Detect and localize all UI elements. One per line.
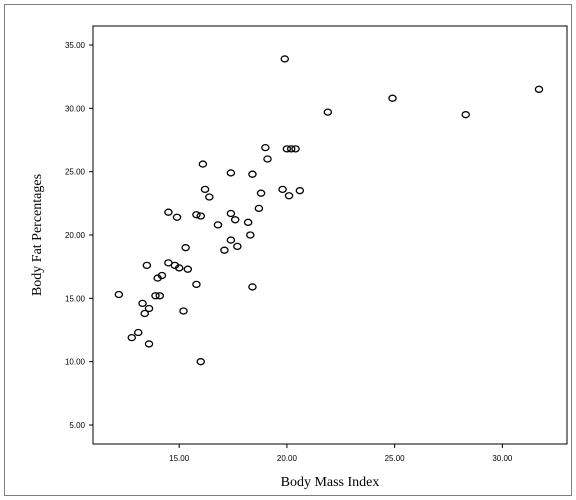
data-point [534,85,544,93]
data-point [114,290,124,299]
data-point [226,209,236,218]
data-point [174,264,184,272]
x-tick-label: 20.00 [277,454,298,463]
y-tick-label: 5.00 [69,421,85,430]
data-point [282,145,292,153]
x-tick-label: 25.00 [385,454,406,463]
data-point [164,208,173,216]
data-point [291,145,300,153]
y-tick-label: 10.00 [65,358,86,367]
data-point [183,265,193,273]
data-point [226,169,236,177]
data-point [461,111,470,119]
y-axis-title: Body Fat Percentages [30,174,45,296]
x-tick-label: 15.00 [169,454,190,463]
data-point [192,211,201,219]
data-point [246,231,255,239]
data-point [280,55,290,63]
data-point [142,261,152,270]
y-tick-label: 20.00 [65,231,86,240]
data-point [144,340,154,348]
data-point [198,160,208,168]
data-point [256,189,266,197]
data-point [179,307,188,315]
data-points [114,55,544,366]
data-point [138,299,147,308]
data-point [196,212,205,220]
data-point [263,155,272,163]
data-point [172,213,182,221]
data-point [127,333,137,342]
y-tick-label: 30.00 [65,104,86,113]
data-point [286,145,296,153]
data-point [226,236,236,244]
data-point [278,185,287,194]
data-point [144,304,154,313]
data-point [261,143,270,152]
data-point [200,185,210,194]
data-point [157,271,167,280]
data-point [181,244,190,252]
data-point [388,94,397,102]
y-tick-label: 35.00 [65,41,86,50]
data-point [133,328,143,337]
y-tick-label: 15.00 [65,294,86,303]
x-axis-title: Body Mass Index [281,475,380,490]
chart-frame: 5.00 10.00 15.00 20.00 25.00 30.00 35.00 15.00… [4,4,572,496]
data-point [248,283,257,291]
data-point [243,218,253,226]
data-point [151,292,160,300]
data-point [323,108,333,116]
x-tick-label: 30.00 [492,454,513,463]
data-point [284,192,294,200]
y-tick-label: 25.00 [65,168,86,177]
data-point [295,187,305,195]
data-point [220,246,229,254]
data-point [213,221,223,229]
y-axis: 5.00 10.00 15.00 20.00 25.00 30.00 35.00 [65,41,93,430]
data-point [196,358,205,366]
data-point [205,193,214,201]
x-axis: 15.00 20.00 25.00 30.00 [169,444,513,463]
data-point [192,280,201,289]
plot-area [92,25,568,445]
data-point [230,216,240,224]
data-point [233,242,242,251]
data-point [140,309,149,318]
data-point [254,204,264,213]
data-point [155,292,165,300]
scatter-chart: 5.00 10.00 15.00 20.00 25.00 30.00 35.00 15.00… [30,25,568,490]
data-point [248,170,257,178]
